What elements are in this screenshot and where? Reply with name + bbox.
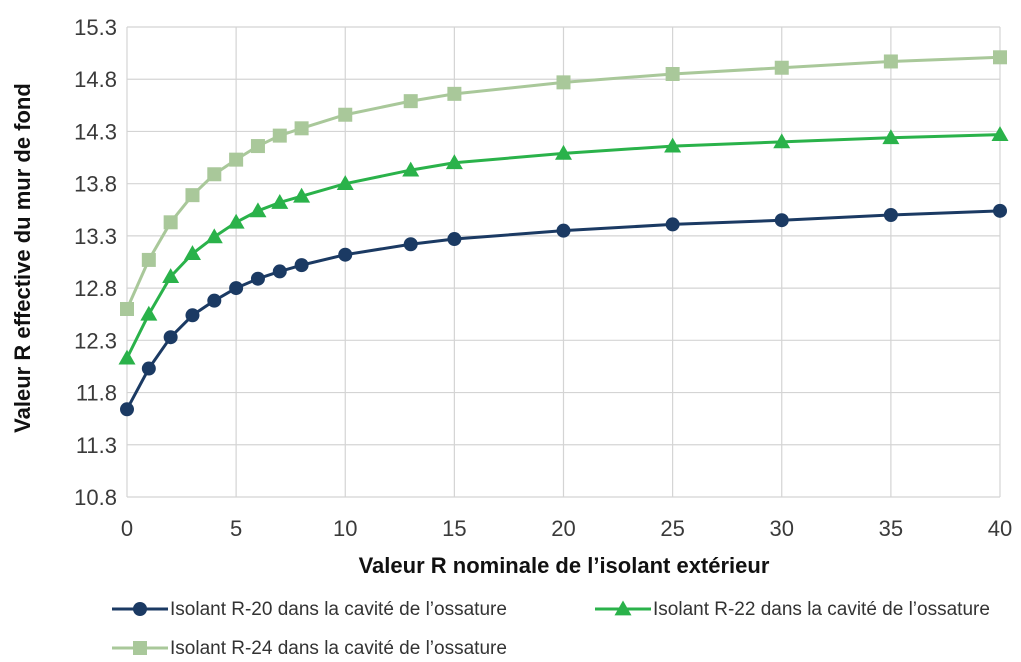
- legend-marker: [614, 600, 632, 616]
- legend-marker: [133, 602, 147, 616]
- x-tick-label: 20: [551, 516, 575, 541]
- x-tick-label: 30: [770, 516, 794, 541]
- x-tick-label: 40: [988, 516, 1012, 541]
- legend-item: Isolant R-22 dans la cavité de l’ossatur…: [595, 599, 990, 620]
- data-point: [665, 67, 680, 81]
- x-tick-label: 35: [879, 516, 903, 541]
- legend-item: Isolant R-20 dans la cavité de l’ossatur…: [112, 599, 507, 620]
- y-tick-label: 10.8: [74, 485, 117, 510]
- data-point: [118, 349, 136, 365]
- x-tick-label: 10: [333, 516, 357, 541]
- data-point: [271, 193, 289, 209]
- data-point: [141, 361, 156, 376]
- data-point: [665, 217, 680, 232]
- data-point: [447, 86, 462, 101]
- data-point: [336, 175, 354, 191]
- x-tick-label: 5: [230, 516, 242, 541]
- data-point: [120, 402, 134, 417]
- data-point: [556, 75, 571, 90]
- data-point: [338, 107, 353, 122]
- x-axis-title: Valeur R nominale de l’isolant extérieur: [359, 553, 770, 578]
- series-layer: [118, 50, 1009, 417]
- legend-label: Isolant R-20 dans la cavité de l’ossatur…: [170, 599, 507, 620]
- x-tick-label: 0: [121, 516, 133, 541]
- data-point: [140, 305, 158, 321]
- data-point: [162, 268, 180, 283]
- y-tick-label: 13.3: [74, 224, 117, 249]
- data-point: [229, 152, 244, 167]
- data-point: [185, 188, 200, 203]
- x-tick-labels: 0 5 10 15 20 25 30 35 40: [121, 516, 1012, 541]
- legend-label: Isolant R-24 dans la cavité de l’ossatur…: [170, 638, 507, 659]
- y-tick-labels: 10.8 11.3 11.8 12.3 12.8 13.3 13.8 14.3 14.8 15.3: [74, 15, 117, 510]
- y-tick-label: 11.8: [76, 381, 117, 406]
- data-point: [294, 121, 309, 136]
- y-tick-label: 14.3: [74, 119, 117, 144]
- data-point: [272, 264, 287, 279]
- series-2: [118, 126, 1009, 365]
- data-point: [250, 139, 265, 154]
- y-axis-title: Valeur R effective du mur de fond: [10, 83, 35, 433]
- series-1: [120, 203, 1007, 417]
- data-point: [402, 161, 420, 177]
- x-tick-label: 25: [660, 516, 684, 541]
- data-point: [229, 281, 244, 296]
- data-point: [207, 167, 222, 182]
- data-point: [185, 308, 200, 323]
- data-point: [249, 202, 267, 218]
- data-point: [141, 252, 156, 267]
- y-tick-label: 13.8: [74, 172, 117, 197]
- data-point: [163, 215, 178, 230]
- data-point: [205, 228, 223, 244]
- legend-label: Isolant R-22 dans la cavité de l’ossatur…: [653, 599, 990, 620]
- y-tick-label: 11.3: [76, 433, 117, 458]
- legend-marker: [133, 641, 147, 655]
- data-point: [163, 330, 178, 345]
- legend: Isolant R-20 dans la cavité de l’ossatur…: [112, 599, 990, 659]
- data-point: [338, 247, 353, 262]
- data-point: [293, 187, 311, 203]
- y-tick-label: 12.8: [74, 276, 117, 301]
- data-point: [883, 54, 898, 69]
- data-point: [183, 245, 201, 261]
- data-point: [555, 144, 572, 160]
- data-point: [556, 223, 571, 238]
- data-point: [774, 60, 789, 75]
- data-point: [294, 258, 309, 273]
- data-point: [403, 94, 418, 109]
- data-point: [272, 128, 287, 143]
- data-point: [227, 213, 245, 229]
- data-point: [991, 126, 1009, 141]
- data-point: [882, 129, 900, 145]
- data-point: [447, 232, 462, 247]
- data-point: [883, 208, 898, 222]
- data-point: [664, 137, 682, 153]
- y-tick-label: 14.8: [74, 67, 117, 92]
- data-point: [207, 293, 222, 308]
- data-point: [445, 154, 463, 170]
- data-point: [774, 213, 789, 228]
- grid: [126, 26, 1001, 498]
- data-point: [773, 133, 791, 149]
- x-tick-label: 15: [442, 516, 466, 541]
- y-tick-label: 15.3: [74, 15, 117, 40]
- data-point: [403, 237, 418, 252]
- y-tick-label: 12.3: [74, 328, 117, 353]
- data-point: [120, 302, 134, 316]
- data-point: [993, 50, 1007, 65]
- series-3: [120, 50, 1007, 316]
- legend-item: Isolant R-24 dans la cavité de l’ossatur…: [112, 638, 507, 659]
- data-point: [250, 271, 265, 286]
- data-point: [993, 203, 1007, 218]
